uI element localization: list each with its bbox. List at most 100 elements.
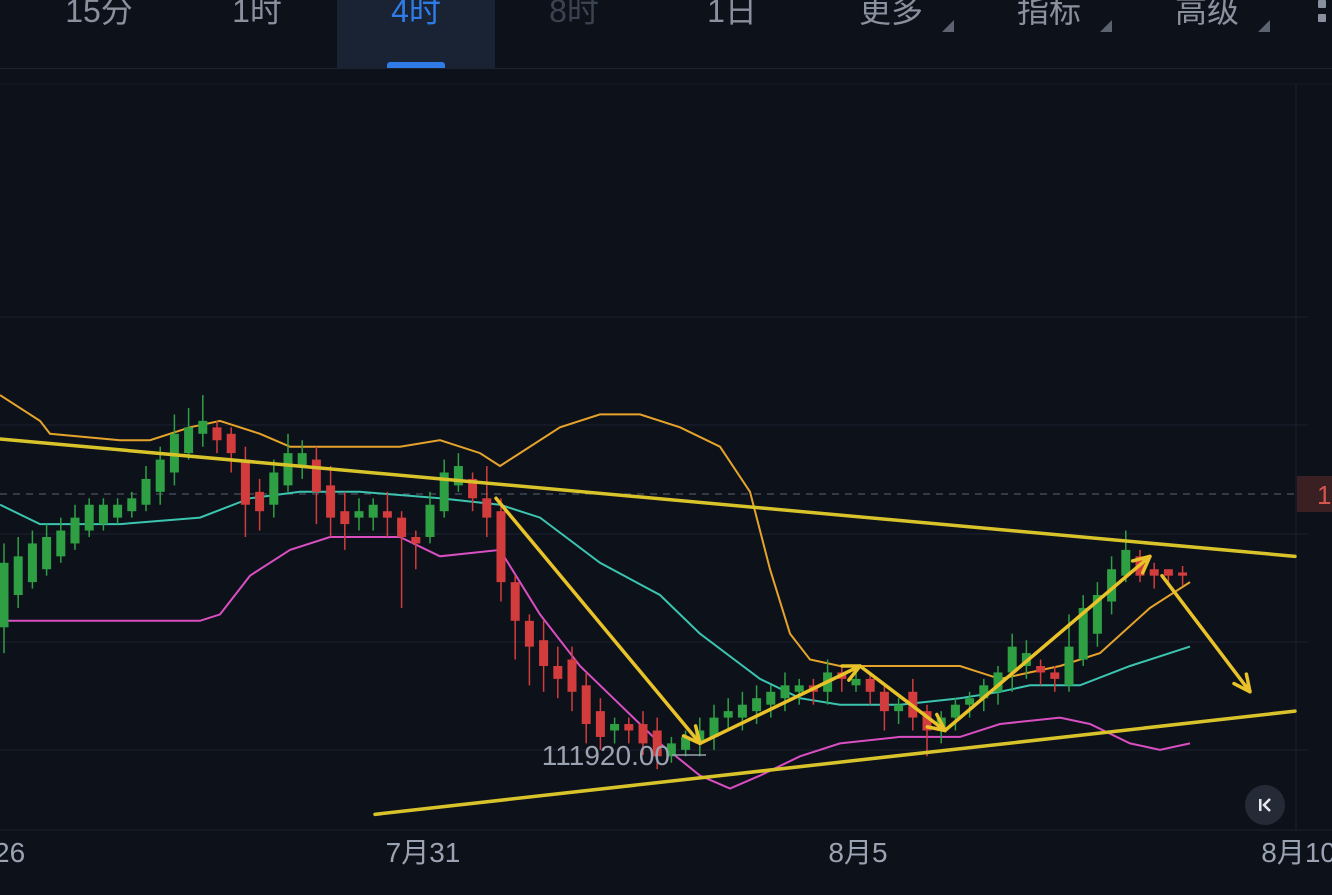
candle-body — [1163, 569, 1173, 576]
candle-body — [311, 459, 321, 492]
candle-body — [56, 530, 66, 557]
candle-body — [979, 685, 989, 699]
low-annotation-label: 111920.00 — [542, 740, 670, 771]
candle-body — [766, 691, 776, 705]
tab-6[interactable]: 指标 — [970, 0, 1128, 68]
candle — [198, 395, 208, 447]
candle-body — [382, 511, 392, 518]
tab-3[interactable]: 8时 — [495, 0, 653, 68]
more-icon[interactable] — [1312, 0, 1332, 30]
candle-body — [610, 724, 620, 731]
candle — [723, 698, 733, 731]
candle — [1078, 595, 1088, 666]
candle — [922, 704, 932, 757]
candle — [453, 453, 463, 492]
candle-body — [397, 517, 407, 537]
candle — [42, 524, 52, 576]
candle-body — [496, 511, 506, 583]
candle — [425, 491, 435, 544]
candle — [468, 472, 478, 512]
tab-label: 高级 — [1174, 0, 1239, 29]
candle — [766, 685, 776, 718]
candle — [865, 672, 875, 705]
candle-body — [709, 717, 719, 737]
drawn-arrow — [943, 554, 1152, 733]
dropdown-corner-icon — [1258, 20, 1270, 32]
candle — [595, 698, 605, 750]
candle-body — [965, 698, 975, 705]
candle-body — [894, 704, 904, 712]
candle-body — [1050, 672, 1060, 679]
candle — [482, 466, 492, 537]
trendline — [373, 709, 1297, 817]
candle — [709, 704, 719, 750]
candle-body — [1149, 569, 1159, 576]
candle — [1007, 633, 1017, 692]
candle-body — [212, 427, 222, 441]
candle-body — [865, 678, 875, 692]
candle-body — [326, 485, 336, 518]
candle-body — [13, 556, 23, 596]
candle — [638, 711, 648, 755]
candle-body — [98, 504, 108, 525]
dropdown-corner-icon — [942, 20, 954, 32]
candle-body — [922, 711, 932, 731]
candle-body — [340, 511, 350, 525]
tab-1[interactable]: 1时 — [178, 0, 336, 68]
candle-body — [255, 491, 265, 512]
tab-5[interactable]: 更多 — [812, 0, 970, 68]
candle — [340, 491, 350, 550]
current-price-tag — [1297, 476, 1332, 512]
candle — [879, 685, 889, 731]
candle — [567, 646, 577, 712]
candle-body — [950, 704, 960, 718]
candle-body — [198, 420, 208, 434]
scroll-to-latest-button[interactable] — [1245, 785, 1285, 825]
candle-body — [567, 659, 577, 692]
candle — [297, 440, 307, 479]
candle — [212, 420, 222, 454]
candle-body — [155, 459, 165, 492]
candle — [510, 575, 520, 660]
candle-body — [879, 691, 889, 712]
candle — [255, 478, 265, 531]
candle — [837, 665, 847, 692]
candle-body — [439, 472, 449, 512]
skip-to-latest-icon — [1259, 798, 1271, 812]
candle — [1050, 665, 1060, 692]
candle — [780, 672, 790, 712]
tab-7[interactable]: 高级 — [1128, 0, 1286, 68]
candle-body — [453, 466, 463, 486]
candle — [624, 717, 634, 744]
candle-body — [1107, 569, 1117, 602]
candle-body — [354, 511, 364, 518]
candle — [1121, 530, 1131, 583]
candle — [539, 620, 549, 692]
candle-body — [184, 427, 194, 454]
candle-body — [113, 504, 123, 518]
candle — [113, 498, 123, 525]
candle-body — [1078, 607, 1088, 660]
tab-label: 8时 — [549, 0, 599, 29]
dropdown-corner-icon — [1100, 20, 1112, 32]
candle — [269, 459, 279, 518]
candle — [155, 446, 165, 505]
tab-2[interactable]: 4时 — [337, 0, 495, 68]
candle — [581, 672, 591, 744]
candle — [27, 530, 37, 589]
tab-label: 指标 — [1016, 0, 1081, 29]
x-tick-label: 7月31 — [386, 837, 461, 868]
candle — [283, 433, 293, 492]
trendline — [0, 437, 1297, 559]
candle-body — [0, 562, 9, 628]
candle-body — [723, 711, 733, 718]
candle-body — [42, 536, 52, 570]
tab-0[interactable]: 15分 — [20, 0, 178, 68]
candle — [56, 517, 66, 563]
candle-body — [226, 433, 236, 454]
candle — [184, 407, 194, 460]
tab-4[interactable]: 1日 — [653, 0, 811, 68]
candle — [524, 614, 534, 686]
candle — [1149, 562, 1159, 589]
